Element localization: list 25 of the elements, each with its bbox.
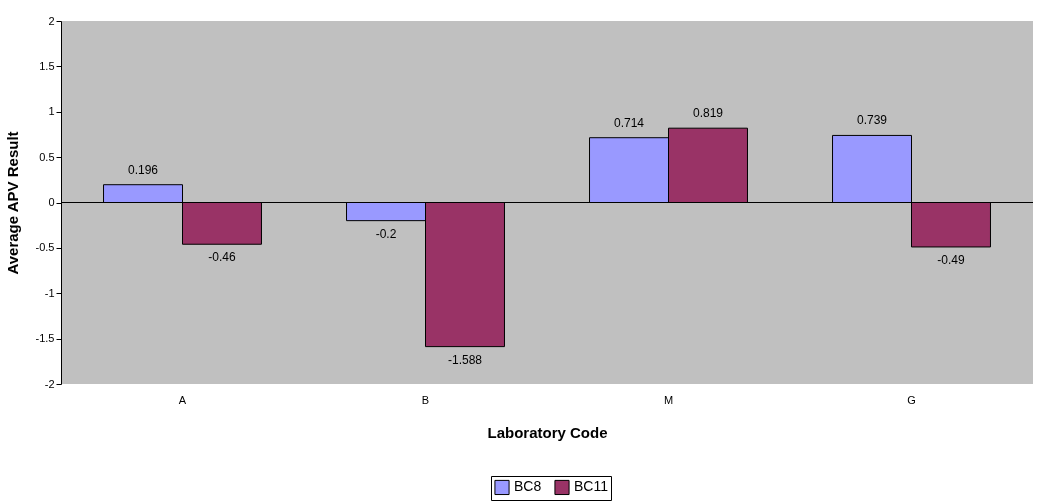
y-tick-label: -1.5 bbox=[35, 332, 55, 345]
y-tick-label: 1.5 bbox=[39, 59, 55, 72]
y-tick-label: 1 bbox=[48, 105, 55, 118]
x-tick-label: M bbox=[663, 393, 674, 406]
data-label: 0.739 bbox=[857, 113, 888, 128]
x-axis-title: Laboratory Code bbox=[487, 423, 608, 441]
data-label: 0.714 bbox=[614, 115, 645, 130]
x-tick-label: A bbox=[178, 393, 187, 406]
data-label: -0.46 bbox=[208, 250, 236, 265]
x-tick-label: B bbox=[421, 393, 430, 406]
data-label: 0.819 bbox=[692, 106, 724, 121]
y-tick-label: -1 bbox=[44, 286, 55, 299]
data-label: -1.588 bbox=[447, 352, 483, 367]
legend-label: BC8 bbox=[514, 478, 542, 495]
x-tick-label: G bbox=[907, 393, 916, 406]
data-label: 0.196 bbox=[128, 162, 159, 177]
y-tick-label: -2 bbox=[44, 377, 55, 390]
y-axis-title: Average APV Result bbox=[3, 131, 21, 275]
y-tick-label: 0 bbox=[48, 196, 55, 208]
y-tick-label: -0.5 bbox=[35, 241, 55, 254]
data-label: -0.49 bbox=[937, 252, 965, 267]
y-tick-label: 2 bbox=[48, 14, 55, 27]
legend-label: BC11 bbox=[574, 478, 609, 495]
y-tick-label: 0.5 bbox=[39, 150, 55, 163]
data-label: -0.2 bbox=[375, 226, 397, 241]
